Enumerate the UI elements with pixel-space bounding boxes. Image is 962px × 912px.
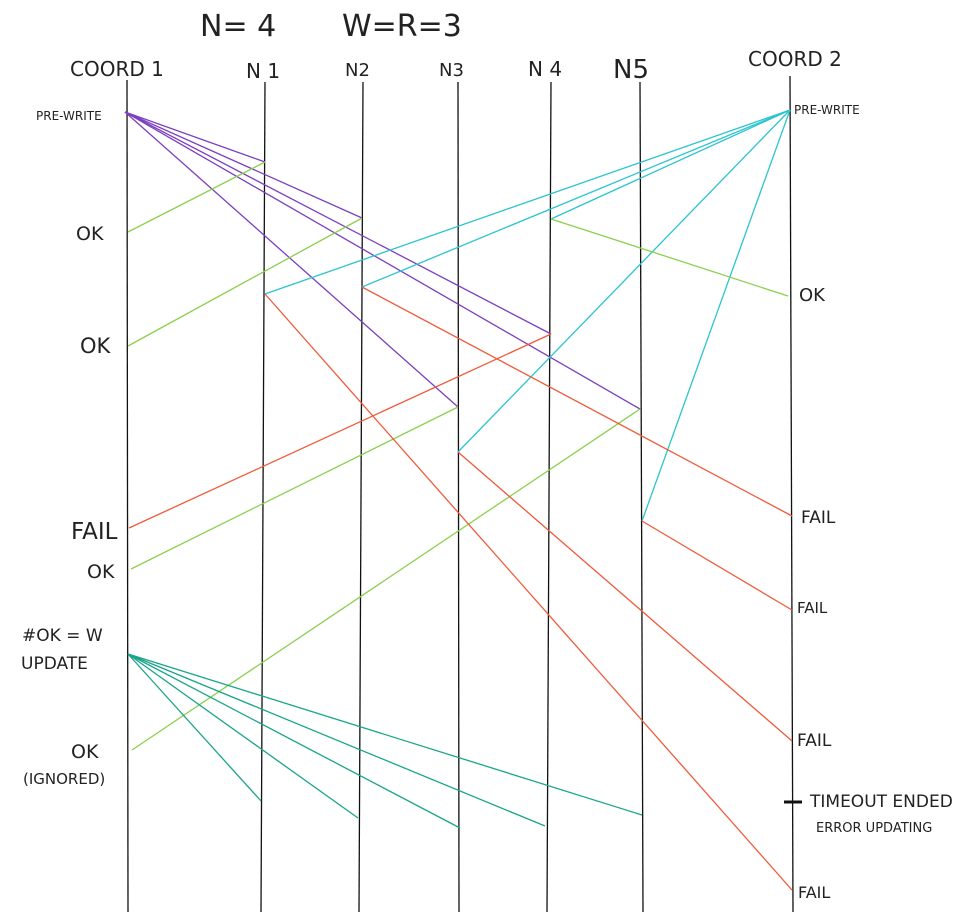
coord2-prewrite-to-n4-arrow — [550, 109, 791, 220]
coord1-ok-label-2: OK — [80, 334, 112, 358]
ok-n1-to-coord1-arrow — [127, 161, 266, 233]
coord1-ok-ignored-label: OK — [71, 741, 99, 763]
fail-n1-to-coord2-arrow — [264, 293, 793, 891]
ok-n3-to-coord1-arrow — [130, 406, 459, 570]
coord2-prewrite-label: PRE-WRITE — [794, 103, 860, 117]
coord2-fail-label-3: FAIL — [797, 731, 832, 751]
update-messages — [127, 653, 643, 829]
coord2-prewrite-messages — [264, 109, 791, 522]
ok-n2-to-coord1-arrow — [127, 217, 363, 347]
update-coord1-to-n2-arrow — [127, 653, 359, 819]
fail-n5-to-coord2-arrow — [641, 520, 793, 611]
coord1-prewrite-label: PRE-WRITE — [36, 109, 102, 123]
coord2-timeout-label: TIMEOUT ENDED — [809, 792, 953, 812]
lifeline-n2 — [358, 81, 364, 912]
fail-n2-to-coord2-arrow — [361, 286, 793, 517]
lifeline-coord1 — [126, 79, 129, 912]
coord1-prewrite-messages — [124, 111, 641, 410]
coord2-fail-label-4: FAIL — [798, 883, 830, 902]
coord1-prewrite-to-n4-arrow — [124, 111, 552, 335]
coord1-fail-label: FAIL — [71, 519, 118, 545]
lifeline-n5 — [639, 81, 644, 912]
coord2-ok-label: OK — [799, 285, 826, 306]
participant-coord1-label: COORD 1 — [70, 57, 164, 81]
coord2-error-updating-label: ERROR UPDATING — [816, 821, 932, 836]
ok-n4-to-coord2-arrow — [550, 218, 789, 297]
coord1-quorum-label: #OK = W — [22, 626, 103, 646]
coord2-fail-label-1: FAIL — [801, 508, 836, 528]
coord1-ok-label-1: OK — [76, 223, 104, 245]
coord2-fail-label-2: FAIL — [797, 599, 828, 617]
coord1-update-label: UPDATE — [21, 654, 88, 674]
lifelines — [126, 75, 794, 912]
lifeline-n3 — [457, 81, 460, 912]
coord1-ignored-note: (IGNORED) — [23, 770, 105, 788]
fail-reply-messages — [128, 286, 793, 891]
participant-coord2-label: COORD 2 — [748, 47, 842, 71]
update-coord1-to-n5-arrow — [127, 653, 643, 816]
fail-n4-to-coord1-arrow — [128, 333, 552, 529]
participant-n5-label: N5 — [613, 55, 649, 85]
coord1-ok-label-3: OK — [87, 561, 115, 583]
update-coord1-to-n1-arrow — [127, 653, 262, 802]
n-count-label: N= 4 — [200, 9, 276, 44]
lifeline-coord2 — [789, 75, 794, 912]
coord1-prewrite-to-n1-arrow — [124, 111, 266, 163]
participant-n3-label: N3 — [439, 60, 464, 81]
coord1-prewrite-to-n2-arrow — [124, 111, 363, 219]
update-coord1-to-n3-arrow — [127, 653, 461, 829]
lifeline-n4 — [546, 81, 552, 912]
lifeline-n1 — [260, 81, 266, 912]
participant-n1-label: N 1 — [246, 59, 280, 83]
ok-n5-to-coord1-ignored-arrow — [131, 408, 641, 751]
update-coord1-to-n4-arrow — [127, 653, 546, 827]
coord2-prewrite-to-n5-arrow — [641, 109, 791, 522]
coord2-prewrite-to-n3-arrow — [457, 109, 791, 453]
participant-n2-label: N2 — [345, 60, 370, 81]
participant-n4-label: N 4 — [528, 57, 562, 81]
fail-n3-to-coord2-arrow — [457, 451, 793, 742]
coord2-prewrite-to-n2-arrow — [361, 109, 791, 288]
coord1-prewrite-to-n5-arrow — [124, 111, 641, 410]
ok-reply-messages — [127, 161, 789, 751]
write-read-quorum-label: W=R=3 — [342, 9, 462, 44]
coord1-prewrite-to-n3-arrow — [124, 111, 459, 408]
coord2-prewrite-to-n1-arrow — [264, 109, 791, 295]
